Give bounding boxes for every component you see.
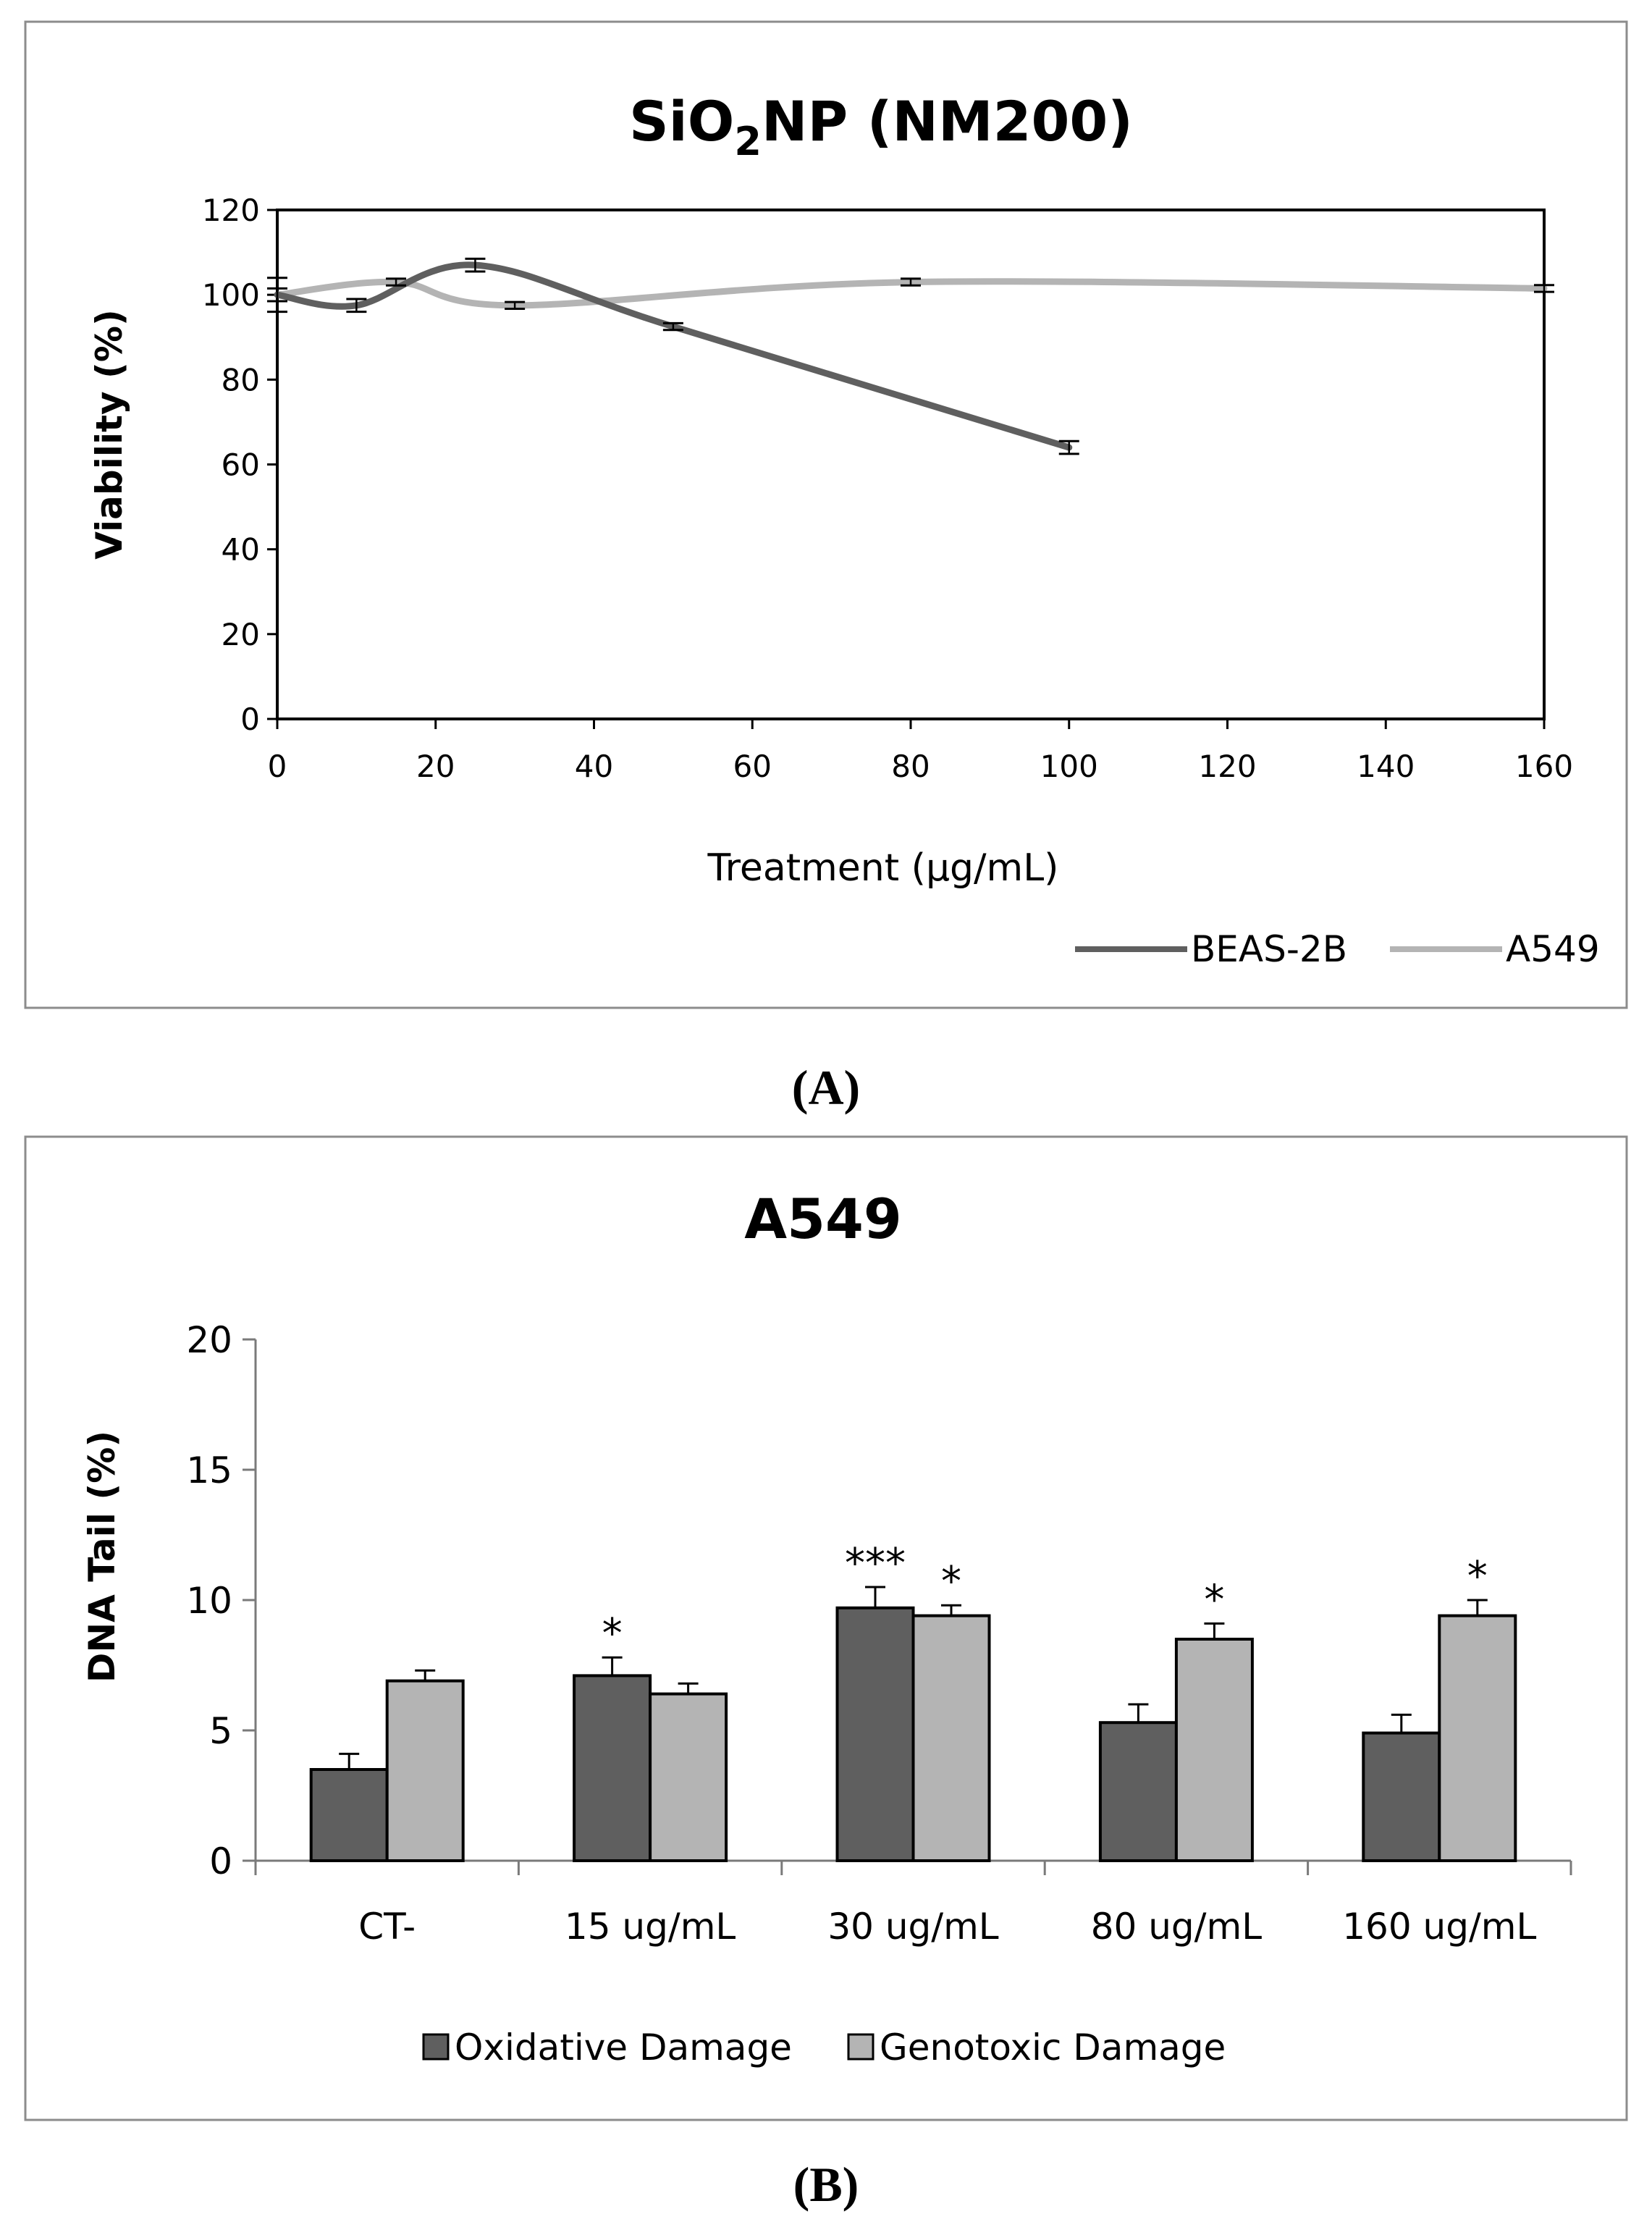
error-bar — [1391, 1713, 1412, 1733]
chart-b-y-tick-label: 0 — [209, 1840, 232, 1882]
chart-a-xlabel: Treatment (µg/mL) — [707, 846, 1059, 890]
bar-genotoxic — [1174, 1638, 1254, 1862]
chart-b-title: A549 — [744, 1187, 901, 1251]
chart-a-ylabel: Viability (%) — [88, 309, 130, 560]
significance-marker: * — [1467, 1553, 1488, 1600]
legend-b-swatch-genotoxic — [847, 2033, 875, 2061]
error-bar — [1128, 1703, 1149, 1723]
legend-a-label-a549: A549 — [1506, 928, 1600, 970]
chart-a-x-tick-label: 100 — [1040, 749, 1098, 784]
bar-oxidative — [573, 1674, 652, 1862]
error-bar — [415, 1669, 436, 1681]
chart-a: 0 20 40 60 80 100 120 0 20 40 60 80 100 120 140 160 — [202, 193, 1573, 784]
legend-b-label-genotoxic: Genotoxic Damage — [880, 2027, 1226, 2069]
chart-b-category-label: 15 ug/mL — [565, 1906, 736, 1948]
error-bar — [465, 257, 486, 273]
bar-genotoxic — [1438, 1614, 1517, 1863]
error-bar — [662, 321, 683, 332]
chart-b-category-label: CT- — [358, 1906, 416, 1948]
chart-a-x-tick-label: 80 — [891, 749, 930, 784]
chart-a-x-tick-label: 40 — [575, 749, 613, 784]
bar-oxidative — [1098, 1721, 1178, 1862]
bar-genotoxic — [649, 1692, 728, 1863]
chart-b-y-tick-label: 5 — [209, 1710, 232, 1752]
error-bar — [346, 298, 367, 313]
error-bar — [339, 1752, 360, 1769]
legend-b-label-oxidative: Oxidative Damage — [455, 2027, 792, 2069]
chart-b-category-label: 30 ug/mL — [827, 1906, 998, 1948]
chart-a-x-tick-label: 60 — [733, 749, 772, 784]
error-bar — [386, 277, 407, 287]
chart-b-y-tick-label: 15 — [186, 1449, 232, 1491]
bar-genotoxic — [385, 1679, 465, 1863]
bar-oxidative — [309, 1768, 389, 1862]
chart-a-x-tick-label: 160 — [1515, 749, 1573, 784]
error-bar — [1058, 439, 1079, 455]
error-bar — [1467, 1599, 1488, 1616]
error-bar — [1204, 1622, 1225, 1639]
error-bar — [678, 1682, 699, 1694]
error-bar — [901, 277, 921, 287]
error-bar — [505, 300, 526, 310]
chart-b-category-label: 160 ug/mL — [1342, 1906, 1536, 1948]
panel-a-frame — [24, 20, 1628, 1009]
chart-b-y-tick-label: 10 — [186, 1580, 232, 1622]
panel-label-b: (B) — [793, 2157, 859, 2212]
chart-a-y-tick-label: 60 — [222, 447, 260, 483]
bar-oxidative — [835, 1606, 915, 1863]
bar-genotoxic — [911, 1614, 991, 1863]
chart-a-x-tick-label: 0 — [268, 749, 287, 784]
chart-a-y-tick-label: 0 — [240, 702, 260, 737]
chart-a-y-tick-label: 40 — [222, 532, 260, 568]
panel-b-frame — [24, 1135, 1628, 2121]
error-bar — [865, 1586, 885, 1608]
significance-marker: * — [602, 1610, 623, 1657]
legend-b-swatch-oxidative — [422, 2033, 450, 2061]
error-bar — [941, 1604, 961, 1616]
chart-b-category-label: 80 ug/mL — [1091, 1906, 1262, 1948]
chart-b-y-tick-label: 20 — [186, 1319, 232, 1361]
chart-a-y-tick-label: 100 — [202, 277, 260, 313]
chart-a-x-tick-label: 140 — [1357, 749, 1415, 784]
significance-marker: *** — [845, 1540, 906, 1587]
panel-label-a: (A) — [792, 1060, 860, 1115]
chart-a-y-tick-label: 20 — [222, 617, 260, 652]
chart-a-y-tick-label: 120 — [202, 193, 260, 228]
error-bar — [267, 287, 287, 303]
bar-oxidative — [1362, 1731, 1441, 1863]
error-bar — [602, 1656, 623, 1676]
legend-a-label-beas: BEAS-2B — [1191, 928, 1347, 970]
chart-a-x-tick-label: 20 — [416, 749, 455, 784]
error-bar — [1534, 284, 1554, 293]
chart-a-title: SiO2NP (NM200) — [629, 89, 1133, 164]
chart-b-ylabel: DNA Tail (%) — [81, 1431, 123, 1683]
significance-marker: * — [1204, 1576, 1224, 1623]
chart-a-x-tick-label: 120 — [1198, 749, 1256, 784]
chart-a-y-tick-label: 80 — [222, 362, 260, 397]
significance-marker: * — [941, 1558, 961, 1605]
